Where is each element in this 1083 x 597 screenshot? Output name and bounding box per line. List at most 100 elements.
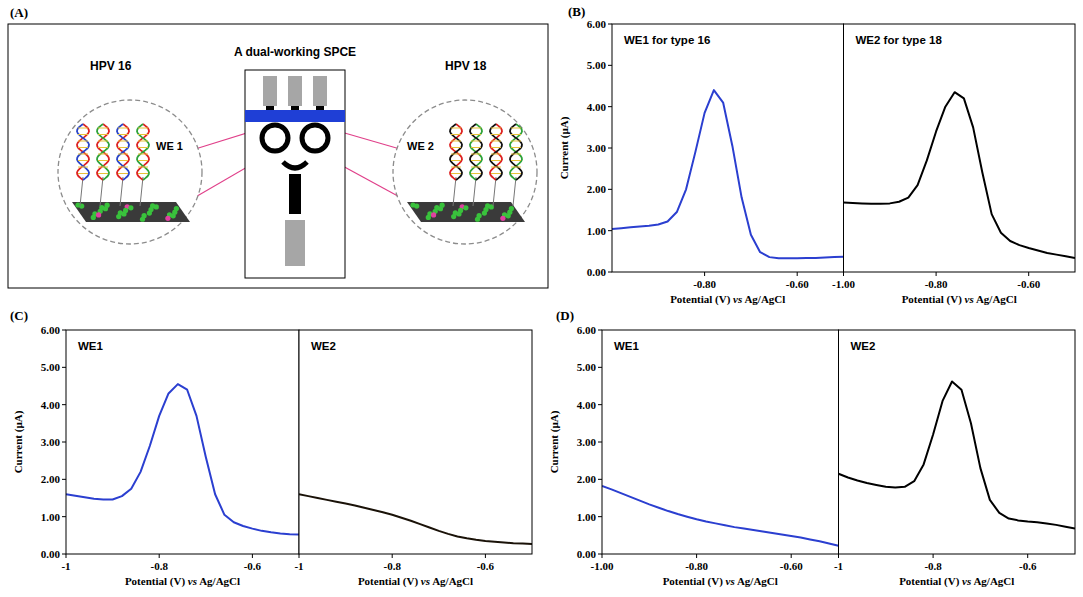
diagram-title: HPV 18: [445, 59, 487, 73]
y-tick-label: 3.00: [587, 142, 607, 154]
x-tick: [485, 554, 486, 558]
plot-area: [299, 330, 532, 554]
x-tick-label: -0.80: [693, 278, 716, 290]
electrode-surface: [72, 202, 190, 222]
y-tick: [598, 442, 602, 443]
spce-contact: [313, 76, 327, 106]
x-tick: [1027, 554, 1028, 558]
electrode-label: WE 2: [407, 140, 434, 152]
text-part: Potential (V): [358, 575, 421, 588]
spce-track: [289, 174, 301, 214]
voltammogram: [612, 90, 844, 258]
base-pair: [118, 141, 128, 142]
base-pair: [118, 128, 128, 129]
voltammogram: [66, 384, 299, 534]
nanoparticle: [147, 211, 152, 216]
base-pair: [98, 141, 108, 142]
y-tick: [608, 189, 612, 190]
x-axis-title: Potential (V) vs Ag/AgCl: [663, 575, 778, 588]
panel-label: (C): [10, 308, 28, 323]
text-part: Ag/AgCl: [971, 575, 1014, 587]
base-pair: [491, 154, 501, 155]
nanoparticle: [431, 212, 436, 217]
y-tick: [608, 106, 612, 107]
y-tick-label: 1.00: [587, 225, 607, 237]
base-pair: [471, 160, 481, 161]
data-group: [839, 382, 1076, 529]
y-tick-label: 5.00: [587, 59, 607, 71]
base-pair: [511, 160, 521, 161]
base-pair: [118, 154, 128, 155]
x-tick-label: -0.6: [477, 560, 495, 572]
nanoparticle: [426, 215, 431, 220]
voltammogram: [839, 382, 1076, 529]
x-tick-label: -0.8: [150, 560, 168, 572]
data-group: [844, 92, 1076, 258]
base-pair: [98, 167, 108, 168]
base-pair: [471, 134, 481, 135]
subplot-title: WE1: [614, 340, 640, 352]
subplot-title: WE2: [311, 340, 336, 352]
base-pair: [471, 173, 481, 174]
y-tick-label: 2.00: [41, 473, 61, 485]
base-pair: [471, 141, 481, 142]
y-axis-title: Current (µA): [558, 116, 571, 179]
x-axis-title: Potential (V) vs Ag/AgCl: [358, 575, 473, 588]
nanoparticle: [96, 212, 101, 217]
x-tick: [791, 554, 792, 558]
text-part: Ag/AgCl: [735, 575, 778, 587]
x-axis-title: Potential (V) vs Ag/AgCl: [902, 293, 1017, 306]
linker: [453, 177, 456, 206]
dna-strand: [77, 124, 89, 180]
x-tick: [252, 554, 253, 558]
y-tick-label: 5.00: [41, 361, 61, 373]
y-tick: [62, 516, 66, 517]
y-axis-title: Current (µA): [548, 410, 561, 473]
panel-label: (D): [556, 308, 574, 323]
base-pair: [78, 141, 88, 142]
base-pair: [98, 154, 108, 155]
x-tick-label: -0.60: [1017, 278, 1040, 290]
base-pair: [78, 134, 88, 135]
base-pair: [118, 160, 128, 161]
nanoparticle: [128, 205, 133, 210]
x-tick: [66, 554, 67, 558]
base-pair: [78, 154, 88, 155]
base-pair: [491, 134, 501, 135]
subplot-title: WE1: [78, 340, 104, 352]
text-part: Ag/AgCl: [197, 575, 240, 587]
text-part: vs: [733, 293, 742, 305]
text-part: Potential (V): [670, 293, 733, 306]
base-pair: [491, 173, 501, 174]
y-tick: [62, 367, 66, 368]
x-tick-label: -0.60: [786, 278, 809, 290]
dna-strand: [137, 124, 149, 180]
y-tick-label: 6.00: [587, 18, 607, 30]
nanoparticle: [463, 205, 468, 210]
working-electrode: [262, 125, 288, 151]
plot-frame: [66, 330, 299, 554]
dna-strand: [510, 124, 522, 180]
y-tick: [608, 148, 612, 149]
base-pair: [138, 167, 148, 168]
base-pair: [511, 128, 521, 129]
linker: [100, 177, 103, 206]
dna-strand: [450, 124, 462, 180]
data-group: [602, 486, 839, 546]
y-tick: [598, 479, 602, 480]
x-tick-label: -0.6: [1019, 560, 1037, 572]
x-tick: [159, 554, 160, 558]
base-pair: [98, 128, 108, 129]
diagram: (A)HPV 16A dual-working SPCEHPV 18WE 1WE…: [8, 5, 548, 288]
base-pair: [138, 173, 148, 174]
data-group: [299, 494, 532, 544]
base-pair: [78, 147, 88, 148]
y-tick: [608, 230, 612, 231]
voltammogram: [844, 92, 1076, 258]
base-pair: [118, 147, 128, 148]
spce-contact: [288, 76, 302, 106]
dna-strand: [117, 124, 129, 180]
x-tick-label: -0.8: [924, 560, 942, 572]
y-tick: [598, 554, 602, 555]
linker: [513, 177, 516, 206]
